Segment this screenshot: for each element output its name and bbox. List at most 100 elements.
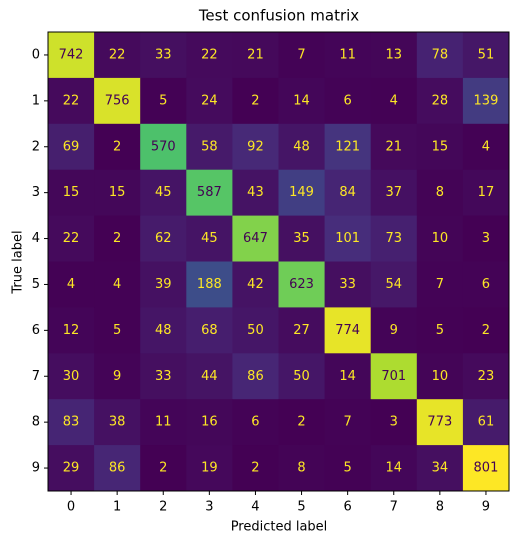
heatmap-cell bbox=[462, 123, 510, 171]
cell-value: 28 bbox=[432, 93, 449, 108]
cell-value: 8 bbox=[297, 461, 305, 476]
heatmap-cell bbox=[232, 399, 279, 446]
cell-value: 54 bbox=[385, 277, 402, 292]
heatmap-cell bbox=[232, 445, 279, 492]
heatmap-cell bbox=[140, 307, 187, 354]
heatmap-cell bbox=[186, 169, 233, 217]
heatmap-cell bbox=[94, 399, 141, 446]
cell-value: 5 bbox=[113, 323, 121, 338]
y-tick-label: 5 bbox=[32, 277, 40, 292]
cell-value: 48 bbox=[155, 323, 172, 338]
chart-title: Test confusion matrix bbox=[198, 7, 359, 25]
cell-value: 742 bbox=[59, 47, 84, 62]
cell-value: 14 bbox=[293, 93, 310, 108]
cell-value: 188 bbox=[197, 277, 222, 292]
cell-value: 50 bbox=[247, 323, 264, 338]
cell-value: 45 bbox=[201, 231, 218, 246]
cell-value: 21 bbox=[385, 139, 402, 154]
cell-value: 3 bbox=[482, 231, 490, 246]
cell-value: 6 bbox=[251, 415, 259, 430]
heatmap-cell bbox=[140, 445, 187, 492]
cell-value: 3 bbox=[390, 415, 398, 430]
cell-value: 22 bbox=[63, 231, 80, 246]
heatmap-cell bbox=[48, 261, 95, 308]
cell-value: 12 bbox=[63, 323, 80, 338]
cell-value: 83 bbox=[63, 415, 80, 430]
heatmap-cell bbox=[462, 215, 510, 262]
cell-value: 14 bbox=[385, 461, 402, 476]
heatmap-cell bbox=[48, 123, 95, 171]
x-tick-label: 6 bbox=[344, 500, 352, 515]
cell-value: 69 bbox=[63, 139, 80, 154]
heatmap-cell bbox=[324, 123, 372, 171]
cell-value: 68 bbox=[201, 323, 218, 338]
x-tick-label: 4 bbox=[251, 500, 259, 515]
heatmap-cell bbox=[94, 353, 141, 400]
cell-value: 647 bbox=[243, 231, 268, 246]
x-tick-label: 1 bbox=[113, 500, 121, 515]
y-tick-label: 8 bbox=[32, 415, 40, 430]
heatmap-cell bbox=[186, 215, 233, 262]
heatmap-cell bbox=[416, 215, 464, 262]
heatmap-cell bbox=[232, 32, 279, 79]
cell-value: 7 bbox=[344, 415, 352, 430]
cell-value: 4 bbox=[113, 277, 121, 292]
x-tick-label: 8 bbox=[436, 500, 444, 515]
cell-value: 13 bbox=[385, 47, 402, 62]
heatmap-cell bbox=[416, 261, 464, 308]
cell-value: 92 bbox=[247, 139, 264, 154]
heatmap-cell bbox=[186, 353, 233, 400]
cell-value: 37 bbox=[385, 185, 402, 200]
heatmap-cell bbox=[140, 77, 187, 125]
cell-value: 62 bbox=[155, 231, 172, 246]
cell-value: 61 bbox=[478, 415, 495, 430]
cell-value: 139 bbox=[474, 93, 499, 108]
heatmap-cell bbox=[94, 169, 141, 217]
cell-value: 2 bbox=[251, 93, 259, 108]
cell-value: 29 bbox=[63, 461, 80, 476]
heatmap-cell bbox=[370, 32, 418, 79]
y-tick-label: 7 bbox=[32, 369, 40, 384]
heatmap-cell bbox=[232, 77, 279, 125]
cell-value: 38 bbox=[109, 415, 126, 430]
heatmap-cell bbox=[48, 353, 95, 400]
cell-value: 4 bbox=[390, 93, 398, 108]
heatmap-cell bbox=[278, 169, 326, 217]
heatmap-cell bbox=[416, 123, 464, 171]
y-tick-label: 0 bbox=[32, 47, 40, 62]
cell-value: 21 bbox=[247, 47, 264, 62]
heatmap-cell bbox=[370, 169, 418, 217]
cell-value: 33 bbox=[339, 277, 356, 292]
heatmap-cell bbox=[324, 77, 372, 125]
cell-value: 30 bbox=[63, 369, 80, 384]
heatmap-cell bbox=[324, 215, 372, 262]
heatmap-cell bbox=[94, 77, 141, 125]
heatmap-cell bbox=[186, 32, 233, 79]
heatmap-cell bbox=[94, 123, 141, 171]
y-tick-label: 9 bbox=[32, 461, 40, 476]
cell-value: 774 bbox=[335, 323, 360, 338]
cell-value: 570 bbox=[151, 139, 176, 154]
heatmap-cell bbox=[232, 261, 279, 308]
cell-value: 5 bbox=[436, 323, 444, 338]
heatmap-cell bbox=[48, 215, 95, 262]
cell-value: 34 bbox=[432, 461, 449, 476]
heatmap-cell bbox=[416, 307, 464, 354]
heatmap-cell bbox=[94, 445, 141, 492]
heatmap-cell bbox=[232, 215, 279, 262]
cell-value: 22 bbox=[109, 47, 126, 62]
heatmap-cell bbox=[232, 123, 279, 171]
cell-value: 27 bbox=[293, 323, 310, 338]
heatmap-cell bbox=[186, 307, 233, 354]
heatmap-cell bbox=[94, 32, 141, 79]
y-tick-label: 2 bbox=[32, 139, 40, 154]
cell-value: 7 bbox=[436, 277, 444, 292]
heatmap-cell bbox=[370, 215, 418, 262]
cell-value: 22 bbox=[63, 93, 80, 108]
cell-value: 8 bbox=[436, 185, 444, 200]
cell-value: 11 bbox=[339, 47, 356, 62]
heatmap-cell bbox=[48, 169, 95, 217]
cell-value: 50 bbox=[293, 369, 310, 384]
heatmap-cell bbox=[140, 215, 187, 262]
heatmap-cell bbox=[186, 445, 233, 492]
